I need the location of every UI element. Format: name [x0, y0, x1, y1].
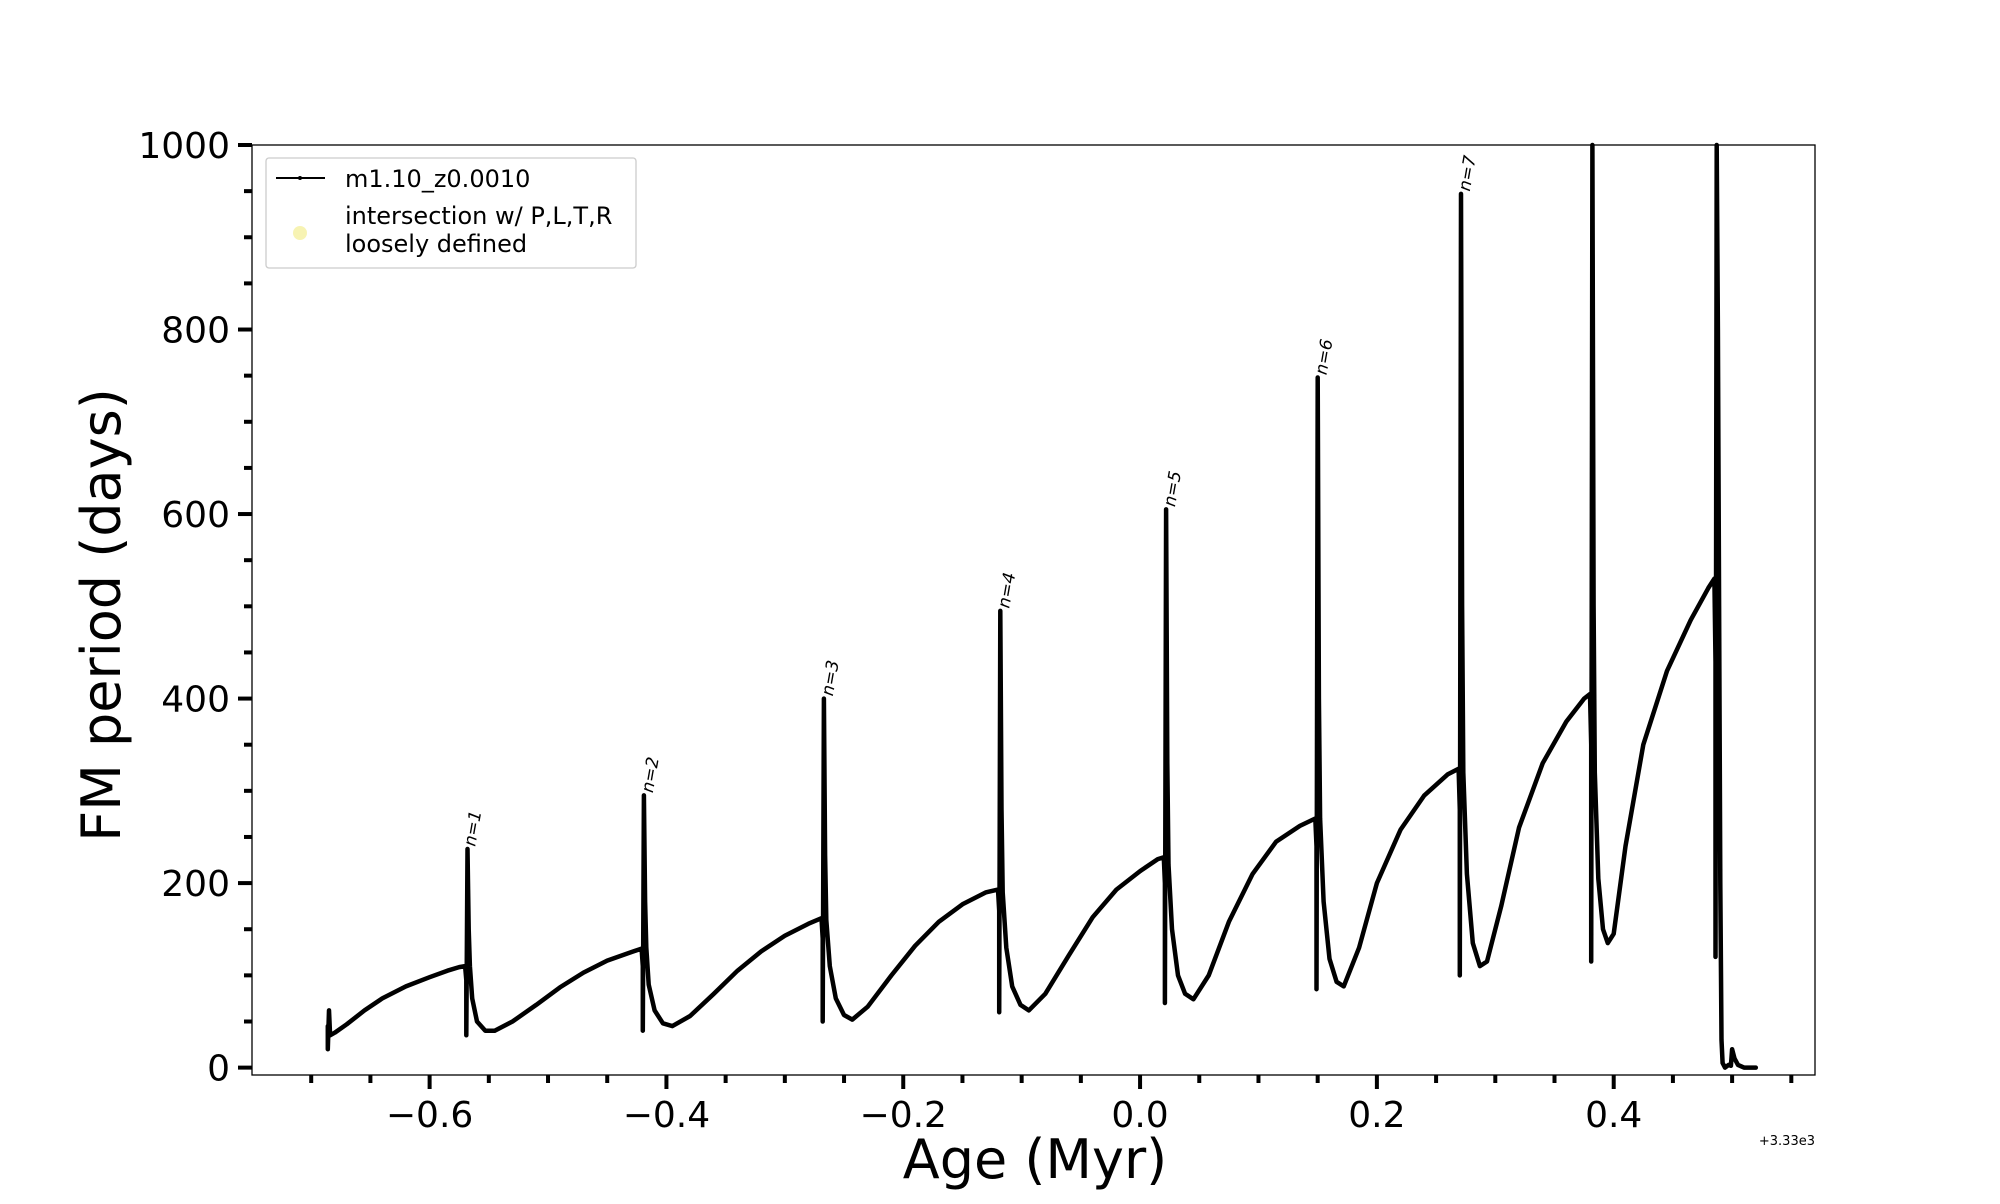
x-axis-label: Age (Myr) [903, 1128, 1168, 1191]
x-tick-label: −0.6 [386, 1095, 473, 1136]
x-tick-label: 0.2 [1348, 1095, 1405, 1136]
y-tick-label: 1000 [138, 126, 230, 167]
legend-box [265, 157, 637, 269]
y-tick-label: 800 [161, 311, 230, 352]
plot-frame [251, 144, 1816, 1076]
legend-entry-label: m1.10_z0.0010 [345, 165, 530, 193]
x-tick-label: −0.4 [623, 1095, 710, 1136]
pulse-annotation: n=1 [460, 809, 486, 848]
x-tick-label: 0.4 [1585, 1095, 1642, 1136]
legend-label-line: loosely defined [345, 230, 527, 258]
pulse-annotation: n=2 [638, 755, 664, 794]
y-tick-label: 0 [207, 1049, 230, 1090]
legend-entry-label: intersection w/ P,L,T,R loosely defined [345, 202, 612, 258]
x-offset-label: +3.33e3 [1759, 1134, 1815, 1149]
legend-circle-swatch [293, 226, 307, 240]
pulse-annotation: n=7 [1455, 154, 1481, 193]
y-tick-label: 600 [161, 495, 230, 536]
series-layer [325, 142, 1759, 1070]
axes: −0.6 −0.4 −0.2 0.0 0.2 0.4 0 200 400 600 800 1000 [138, 126, 1794, 1136]
pulse-annotation: n=4 [994, 571, 1020, 610]
legend-label-line: intersection w/ P,L,T,R [345, 202, 612, 230]
series-line [325, 142, 1759, 1070]
pulse-annotation: n=3 [818, 659, 844, 698]
pulse-annotation: n=6 [1312, 337, 1338, 376]
legend-line-marker [298, 176, 302, 180]
x-tick-label: −0.2 [860, 1095, 947, 1136]
y-tick-label: 400 [161, 680, 230, 721]
pulse-annotation: n=5 [1160, 469, 1186, 508]
y-axis-label: FM period (days) [70, 388, 133, 842]
y-tick-label: 200 [161, 864, 230, 905]
x-tick-label: 0.0 [1111, 1095, 1168, 1136]
legend: m1.10_z0.0010 intersection w/ P,L,T,R loo… [265, 157, 637, 269]
